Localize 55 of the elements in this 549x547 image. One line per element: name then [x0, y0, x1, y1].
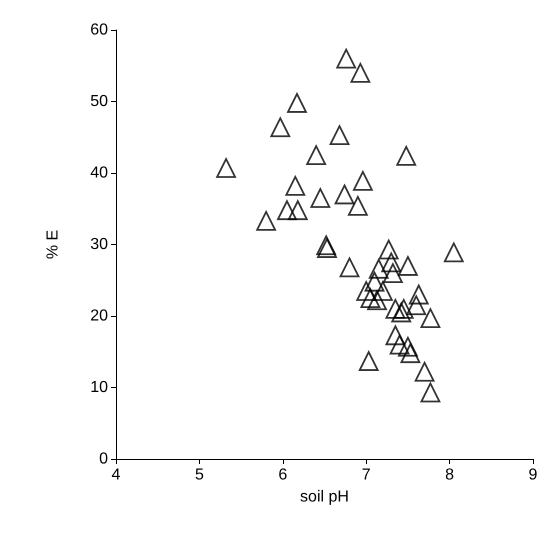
point — [382, 263, 403, 283]
y-tick-label: 30 — [90, 236, 108, 253]
y-tick-label: 40 — [90, 164, 108, 182]
point — [285, 176, 306, 196]
y-axis-title: % E — [44, 230, 62, 260]
x-tick-label: 7 — [362, 466, 371, 484]
point — [444, 242, 464, 262]
point — [277, 200, 297, 220]
x-tick-label: 5 — [194, 466, 204, 484]
point — [334, 184, 354, 204]
point — [348, 196, 368, 216]
point — [398, 256, 418, 276]
x-tick-label: 8 — [445, 466, 454, 484]
point — [381, 252, 402, 272]
point — [364, 272, 384, 292]
point — [385, 325, 406, 346]
point — [367, 290, 387, 310]
point — [420, 382, 440, 402]
x-tick-label: 6 — [278, 466, 288, 484]
point — [385, 298, 406, 319]
point — [350, 63, 370, 83]
point — [408, 284, 429, 304]
y-tick-label: 20 — [90, 308, 108, 324]
x-tick-label: 4 — [112, 466, 121, 484]
point — [310, 188, 330, 208]
point — [378, 240, 399, 260]
point — [270, 117, 290, 138]
point — [360, 288, 380, 308]
point — [336, 48, 356, 68]
point — [306, 145, 326, 166]
point — [368, 258, 389, 279]
point — [256, 211, 276, 231]
point — [390, 334, 410, 354]
point — [287, 93, 307, 113]
point — [216, 158, 236, 178]
x-tick-label: 9 — [528, 466, 538, 484]
point — [398, 336, 418, 357]
point — [358, 351, 379, 371]
point — [406, 295, 426, 316]
y-tick-label: 0 — [99, 450, 108, 468]
point — [372, 281, 393, 301]
y-tick-label: 60 — [90, 22, 108, 38]
point — [391, 302, 412, 322]
y-tick-label: 50 — [90, 93, 108, 110]
point — [420, 308, 440, 328]
point — [330, 125, 350, 146]
point — [414, 362, 434, 382]
point — [340, 257, 360, 278]
point — [288, 200, 308, 220]
point — [352, 170, 373, 191]
y-tick-label: 10 — [90, 379, 108, 396]
x-axis-title: soil pH — [300, 488, 349, 506]
point — [396, 146, 416, 166]
point — [400, 343, 420, 364]
point — [394, 298, 414, 319]
